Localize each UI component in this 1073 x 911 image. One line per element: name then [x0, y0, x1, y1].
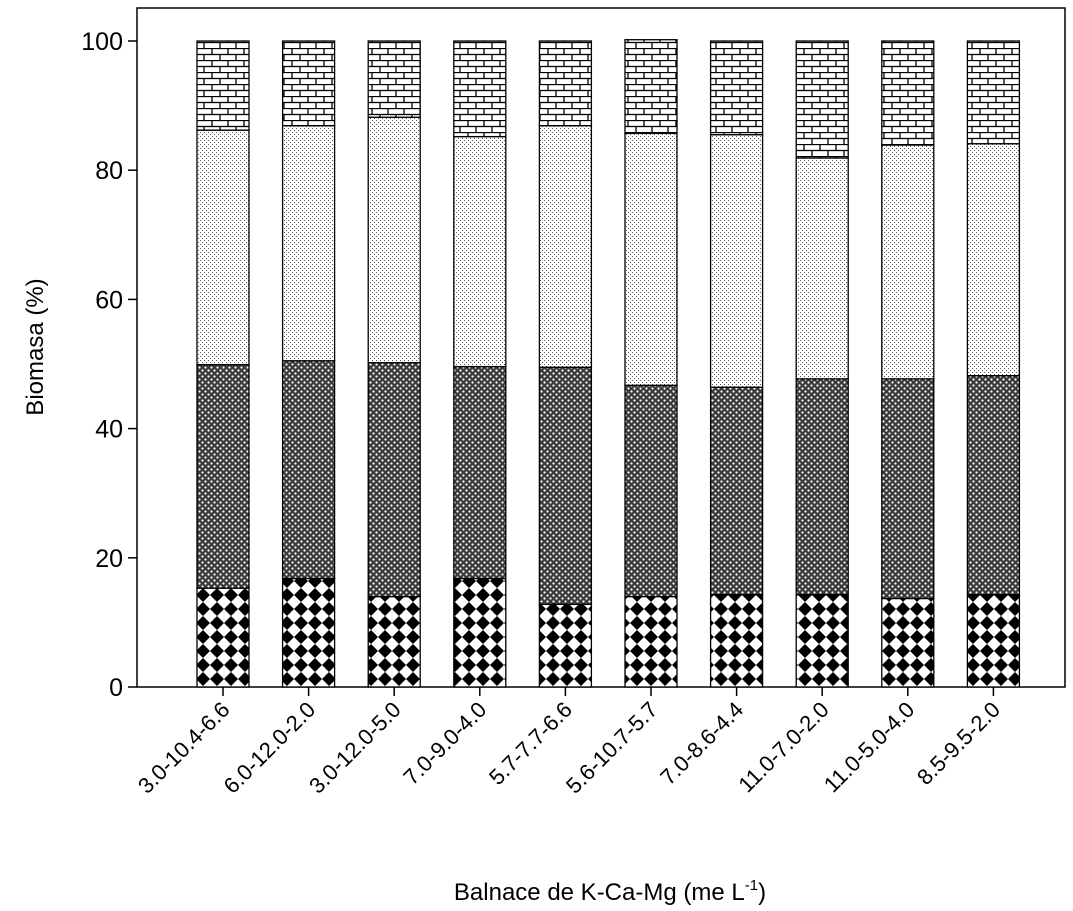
bar-segment-4	[281, 40, 336, 127]
bar-segment-4	[367, 40, 421, 118]
bar-segment-2	[795, 378, 849, 596]
y-tick-label: 0	[109, 674, 123, 702]
bar-segment-1	[966, 593, 1021, 688]
x-axis-title-suffix: )	[758, 879, 766, 906]
y-tick-label: 100	[81, 28, 123, 56]
y-axis-title: Biomasa (%)	[22, 278, 49, 415]
x-category-label: 5.6-10.7-5.7	[561, 697, 663, 799]
bar-segment-2	[709, 386, 764, 596]
bar-segment-4	[966, 40, 1021, 145]
bar-segment-3	[624, 132, 678, 386]
x-axis: 3.0-10.4-6.66.0-12.0-2.03.0-12.0-5.07.0-…	[133, 687, 1005, 798]
bars	[196, 39, 1021, 688]
bar-segment-1	[795, 593, 849, 688]
bar-segment-1	[281, 577, 336, 688]
bar-segment-2	[453, 365, 507, 580]
bar-segment-3	[966, 143, 1021, 377]
x-category-label: 6.0-12.0-2.0	[219, 697, 321, 799]
y-tick-label: 80	[95, 157, 123, 185]
bar-segment-4	[624, 39, 678, 135]
x-axis-title-superscript: -1	[745, 877, 758, 894]
y-axis: 0 20 40 60 80 100	[81, 28, 137, 702]
bar-segment-1	[367, 595, 421, 688]
bar-segment-1	[538, 603, 593, 688]
bar-segment-1	[453, 577, 507, 688]
bar-segment-2	[881, 378, 935, 600]
bar-segment-4	[538, 40, 593, 127]
x-axis-title-main: Balnace de K-Ca-Mg (me L	[454, 879, 745, 906]
bar-segment-4	[881, 40, 935, 146]
bar-segment-1	[196, 587, 250, 688]
bar-segment-2	[196, 363, 250, 589]
bar-segment-3	[281, 124, 336, 362]
bar-segment-3	[881, 144, 935, 380]
y-tick-label: 20	[95, 545, 123, 573]
bar-segment-2	[624, 384, 678, 598]
bar-segment-3	[709, 134, 764, 388]
x-category-label: 3.0-12.0-5.0	[304, 697, 406, 799]
bar-segment-4	[453, 40, 507, 138]
bar-segment-1	[881, 597, 935, 688]
x-category-label: 3.0-10.4-6.6	[133, 697, 235, 799]
bar-segment-3	[196, 129, 250, 366]
bar-segment-4	[196, 40, 250, 131]
x-axis-title: Balnace de K-Ca-Mg (me L-1)	[454, 877, 766, 906]
bar-segment-2	[538, 366, 593, 605]
bar-segment-3	[453, 135, 507, 368]
y-tick-label: 40	[95, 416, 123, 444]
bar-segment-1	[709, 593, 764, 688]
bar-segment-3	[795, 157, 849, 380]
x-category-label: 11.0-7.0-2.0	[733, 697, 833, 797]
x-category-label: 7.0-9.0-4.0	[398, 697, 491, 790]
x-category-label: 5.7-7.7-6.6	[484, 697, 577, 790]
bar-segment-1	[624, 595, 678, 688]
bar-segment-4	[709, 40, 764, 136]
x-category-label: 11.0-5.0-4.0	[819, 697, 919, 797]
x-category-label: 7.0-8.6-4.4	[655, 697, 748, 790]
bar-segment-3	[367, 116, 421, 364]
y-tick-label: 60	[95, 286, 123, 314]
bar-segment-3	[538, 124, 593, 368]
plot-frame	[136, 7, 1066, 688]
bar-segment-2	[966, 374, 1021, 596]
bar-segment-2	[367, 362, 421, 598]
x-category-label: 8.5-9.5-2.0	[912, 697, 1005, 790]
bar-segment-2	[281, 360, 336, 580]
bar-segment-4	[795, 40, 849, 159]
